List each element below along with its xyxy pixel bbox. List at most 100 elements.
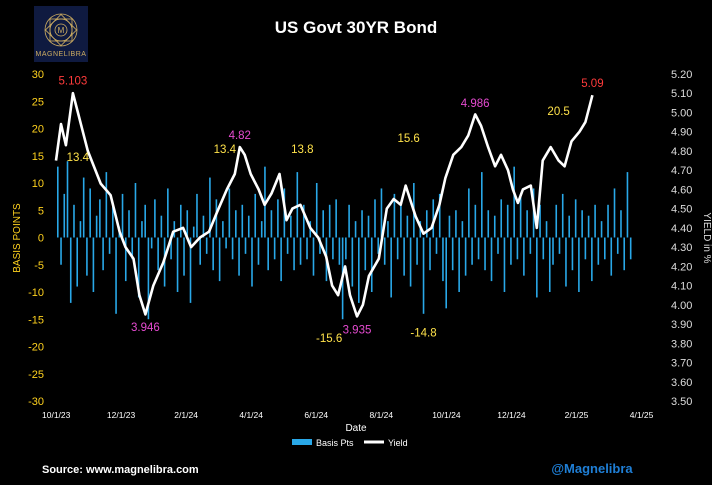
x-tick-label: 4/1/25: [630, 410, 654, 420]
bp-bar: [112, 204, 114, 238]
left-axis-title: BASIS POINTS: [12, 203, 23, 273]
bp-bar: [192, 226, 195, 238]
right-axis-ticks: 5.20 5.10 5.00 4.90 4.80 4.70 4.60 4.50 4.40 4.30…: [671, 69, 692, 408]
bp-bar: [490, 237, 493, 282]
bp-bar: [493, 215, 496, 238]
bp-bar: [79, 221, 82, 238]
bp-bar: [429, 237, 431, 271]
annotation-label: 13.8: [291, 144, 313, 156]
bp-bar: [500, 199, 503, 238]
left-tick-label: 0: [38, 233, 44, 245]
bp-bar: [584, 237, 587, 260]
bp-bar: [147, 237, 150, 320]
bp-bar: [335, 199, 337, 238]
right-tick-label: 3.60: [671, 377, 692, 389]
handle-footer: @Magnelibra: [551, 461, 633, 476]
bp-bar: [63, 193, 66, 238]
bp-bar: [257, 237, 260, 265]
bp-bar: [131, 237, 134, 260]
brand-logo: M MAGNELIBRA: [34, 6, 88, 62]
left-tick-label: -20: [28, 342, 44, 354]
bp-bar: [108, 237, 111, 254]
bp-bar: [613, 188, 616, 238]
annotation-label: 3.935: [343, 324, 372, 336]
bp-bar: [393, 193, 396, 238]
bp-bar: [196, 193, 198, 238]
legend: Basis Pts Yield: [292, 438, 408, 448]
annotation-label: 3.946: [131, 322, 160, 334]
bp-bar: [435, 237, 438, 254]
bp-bar: [484, 237, 486, 271]
bp-bar: [458, 237, 460, 292]
bp-bar: [296, 172, 299, 238]
bp-bar: [548, 237, 551, 292]
bp-bar: [238, 237, 240, 276]
bp-bar: [299, 237, 302, 265]
bp-bar: [487, 210, 490, 238]
right-tick-label: 4.60: [671, 184, 692, 196]
bp-bar: [432, 199, 435, 238]
x-tick-label: 6/1/24: [304, 410, 328, 420]
x-tick-label: 10/1/23: [42, 410, 71, 420]
bp-bar: [477, 237, 480, 260]
bp-bar: [422, 237, 425, 314]
bp-bar: [306, 237, 308, 260]
bp-bar: [623, 237, 626, 271]
bp-bar: [600, 221, 603, 238]
legend-bars-label: Basis Pts: [316, 438, 354, 448]
bp-bar: [445, 237, 447, 309]
bp-bar: [565, 237, 567, 287]
bp-bar: [387, 221, 389, 238]
bp-bar: [160, 215, 163, 238]
left-tick-label: 5: [38, 205, 44, 217]
annotation-label: -14.8: [410, 328, 436, 340]
bp-bar: [280, 237, 282, 282]
yield-line: [54, 91, 594, 318]
right-tick-label: 5.00: [671, 107, 692, 119]
bp-bar: [552, 237, 554, 265]
bp-bar: [99, 199, 101, 238]
right-tick-label: 4.50: [671, 204, 692, 216]
bp-bar: [497, 237, 499, 254]
bp-bar: [328, 204, 331, 238]
bp-bar: [396, 237, 399, 260]
bp-bar: [115, 237, 117, 314]
bp-bar: [348, 204, 350, 238]
bp-bar: [212, 237, 214, 271]
bp-bar: [277, 199, 279, 238]
bp-bar: [273, 237, 276, 260]
bp-bar: [361, 210, 363, 238]
logo-wordmark: MAGNELIBRA: [36, 51, 87, 58]
bp-bar: [345, 237, 347, 260]
bp-bar: [358, 237, 360, 303]
bp-bar: [267, 237, 269, 271]
bp-bar: [302, 204, 305, 238]
bp-bar: [86, 237, 88, 276]
bp-bar: [406, 215, 409, 238]
bp-bar: [124, 237, 127, 282]
left-tick-label: -30: [28, 396, 44, 408]
bp-bar: [89, 188, 91, 238]
bp-bar: [222, 221, 224, 238]
bp-bar: [157, 237, 159, 271]
bp-bar: [442, 237, 444, 282]
bp-bar: [597, 237, 600, 265]
bp-bar: [561, 193, 564, 238]
bp-bar: [474, 204, 477, 238]
bp-bar: [416, 237, 418, 265]
annotation-label: 4.82: [229, 130, 251, 142]
bp-bar: [542, 237, 545, 260]
left-tick-label: 15: [32, 151, 44, 163]
bp-bar: [351, 237, 354, 287]
bp-bar: [455, 210, 457, 238]
bp-bar: [438, 193, 441, 238]
logo-monogram: M: [58, 26, 65, 35]
bp-bar: [620, 210, 622, 238]
bp-bar: [616, 237, 619, 254]
bp-bar: [167, 188, 169, 238]
left-axis-ticks: 30 25 20 15 10 5 0 -5 -10 -15 -20 -25 -30: [28, 69, 44, 408]
bp-bar: [176, 237, 179, 292]
bp-bar: [568, 215, 570, 238]
bp-bar: [513, 166, 515, 238]
